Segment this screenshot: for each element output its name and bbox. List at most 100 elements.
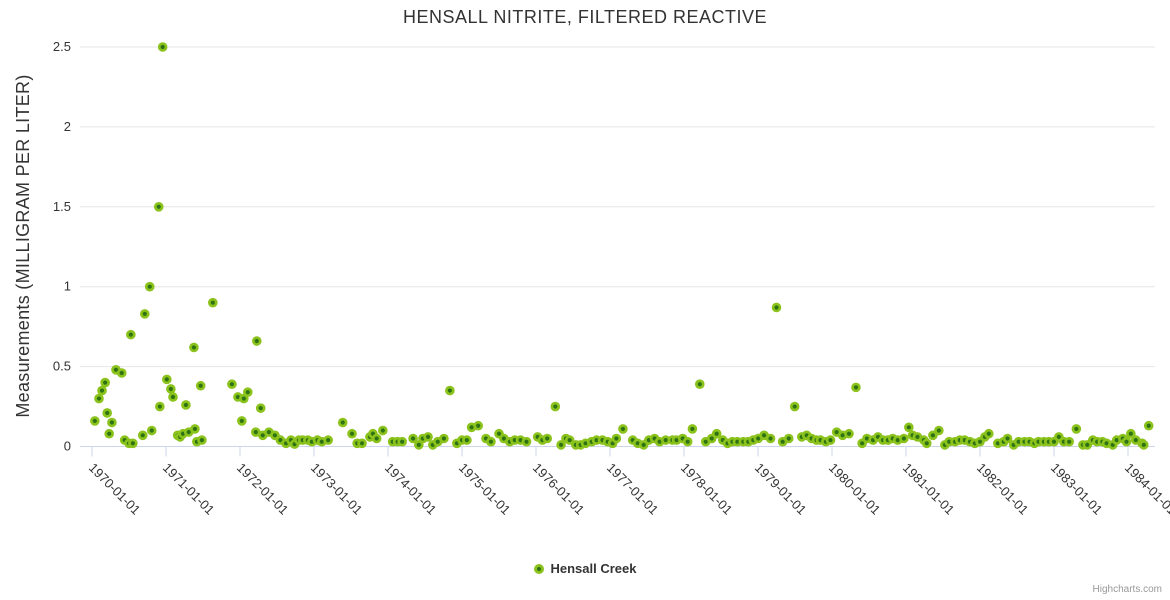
data-point-center	[1085, 442, 1090, 448]
data-point-center	[635, 441, 640, 446]
data-point-center	[99, 388, 105, 393]
y-axis-tick-label: 0	[64, 439, 71, 454]
data-point-center	[977, 439, 983, 444]
x-axis-tick-label: 1973-01-01	[308, 460, 366, 518]
x-axis-tick-label: 1982-01-01	[974, 460, 1032, 518]
data-point-center	[1005, 436, 1010, 441]
data-point-center	[416, 442, 421, 448]
data-point-center	[278, 438, 283, 443]
data-point-center	[149, 428, 154, 433]
data-point-center	[768, 436, 773, 441]
data-point-center	[735, 439, 740, 444]
data-point-center	[1128, 431, 1133, 436]
legend-item-hensall-creek[interactable]: Hensall Creek	[0, 561, 1170, 576]
data-point-center	[241, 396, 246, 401]
x-axis-tick-label: 1970-01-01	[86, 460, 144, 518]
y-axis-tick-label: 1.5	[53, 199, 71, 214]
data-point-center	[488, 439, 494, 444]
data-point-center	[780, 439, 785, 444]
data-point-center	[583, 441, 588, 446]
data-point-center	[663, 438, 668, 443]
data-point-center	[229, 382, 235, 387]
data-point-center	[685, 439, 690, 444]
data-point-center	[846, 431, 852, 436]
data-point-center	[641, 442, 646, 448]
data-point-center	[164, 377, 169, 382]
data-point-center	[690, 426, 695, 432]
data-point-center	[1104, 441, 1109, 446]
data-point-center	[947, 439, 952, 444]
data-point-center	[96, 396, 102, 401]
legend-marker-icon	[533, 563, 544, 574]
data-point-center	[518, 438, 523, 443]
data-point-center	[441, 436, 447, 441]
data-point-center	[1124, 439, 1129, 444]
x-axis-tick-label: 1981-01-01	[900, 460, 958, 518]
data-point-center	[1074, 426, 1079, 432]
x-axis-tick-label: 1977-01-01	[604, 460, 662, 518]
legend-label: Hensall Creek	[550, 561, 637, 576]
data-point-center	[1056, 434, 1061, 440]
data-point-center	[594, 438, 599, 443]
y-axis-tick-label: 1	[64, 279, 71, 294]
data-point-center	[709, 436, 714, 441]
data-point-center	[254, 338, 259, 344]
data-point-center	[703, 439, 708, 444]
data-point-center	[157, 404, 162, 409]
data-point-center	[199, 438, 205, 443]
data-point-center	[192, 426, 198, 432]
data-point-center	[326, 438, 331, 443]
x-axis-tick-label: 1971-01-01	[160, 460, 218, 518]
data-point-center	[545, 436, 550, 441]
data-point-center	[930, 433, 935, 438]
data-point-center	[860, 441, 865, 446]
data-point-center	[380, 428, 385, 433]
data-point-center	[567, 438, 572, 443]
data-point-center	[349, 431, 355, 436]
data-point-center	[170, 394, 176, 400]
data-point-center	[1146, 423, 1151, 428]
data-point-center	[168, 386, 173, 392]
data-point-center	[92, 418, 97, 424]
y-axis-tick-label: 2	[64, 119, 71, 134]
data-point-center	[674, 438, 679, 443]
data-point-center	[119, 370, 124, 376]
data-point-center	[128, 332, 133, 337]
x-axis-tick-label: 1974-01-01	[382, 460, 440, 518]
data-point-center	[786, 436, 791, 441]
data-point-center	[464, 438, 469, 443]
data-point-center	[239, 418, 244, 424]
data-point-center	[1114, 438, 1119, 443]
data-point-center	[901, 436, 906, 441]
data-point-center	[761, 433, 767, 438]
data-point-center	[253, 430, 258, 435]
highcharts-credits-link[interactable]: Highcharts.com	[1092, 584, 1162, 595]
y-axis-tick-label: 2.5	[53, 39, 71, 54]
data-point-center	[774, 305, 779, 310]
data-point-center	[558, 442, 564, 448]
data-point-center	[512, 438, 517, 443]
data-point-center	[156, 204, 161, 209]
data-point-center	[476, 423, 481, 428]
data-point-center	[260, 433, 265, 438]
data-point-center	[266, 430, 272, 435]
data-point-center	[103, 380, 108, 385]
data-point-center	[374, 436, 379, 441]
chart-title: HENSALL NITRITE, FILTERED REACTIVE	[402, 7, 768, 27]
data-point-center	[258, 406, 263, 411]
data-point-center	[895, 438, 900, 443]
data-point-center	[1067, 439, 1072, 444]
data-point-center	[697, 382, 702, 387]
x-axis-tick-label: 1983-01-01	[1048, 460, 1106, 518]
data-point-center	[924, 441, 929, 446]
data-point-center	[853, 385, 859, 390]
data-point-center	[906, 425, 911, 430]
data-point-center	[1141, 442, 1146, 448]
data-point-center	[147, 284, 152, 289]
x-axis-tick-label: 1984-01-01	[1122, 460, 1170, 518]
data-point-center	[447, 388, 452, 393]
data-point-center	[840, 433, 845, 438]
data-point-center	[834, 430, 839, 435]
data-point-center	[107, 431, 112, 436]
